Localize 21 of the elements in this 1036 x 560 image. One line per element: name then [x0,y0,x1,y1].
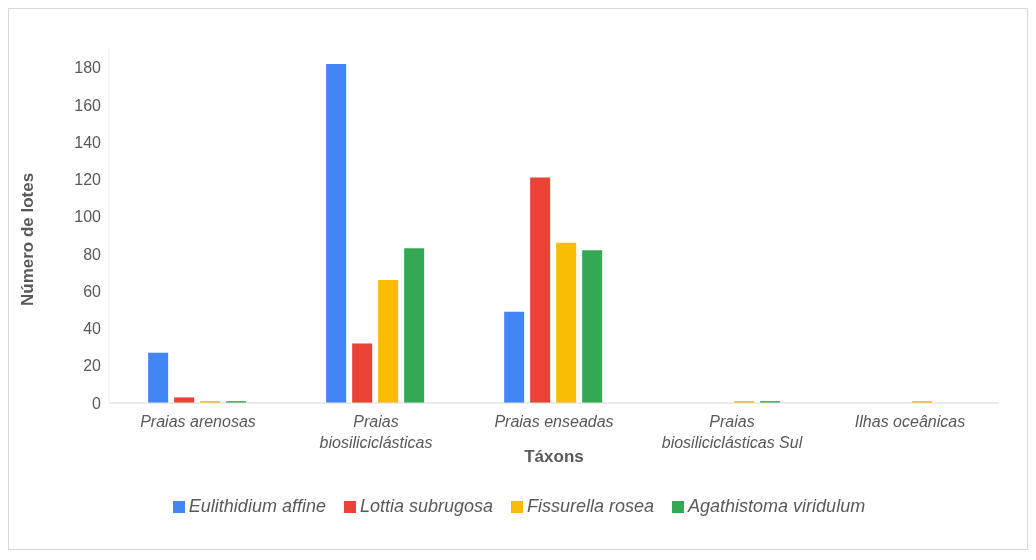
y-tick-label: 140 [74,133,102,151]
legend-label: Eulithidium affine [188,496,326,517]
legend-label: Agathistoma viridulum [688,496,866,517]
y-tick-label: 100 [74,208,102,226]
y-tick-label: 160 [74,96,102,114]
y-tick-label: 40 [83,320,102,338]
x-tick-label: Ilhas oceânicas [854,413,966,430]
x-tick-label: Praias biosiliciclásticas Sul [661,413,803,451]
x-tick-label: Praias enseadas [494,413,614,430]
x-tick-label: Praias arenosas [140,413,256,430]
y-tick-label: 120 [74,171,102,189]
legend-label: Fissurella rosea [527,496,655,517]
y-axis-title: Número de lotes [18,172,38,306]
x-tick-label: Praias biosiliciclásticas [319,413,433,451]
y-tick-label: 180 [74,59,102,77]
y-tick-label: 60 [83,282,102,300]
y-tick-label: 20 [83,357,102,375]
y-tick-label: 80 [83,245,102,263]
legend-label: Lottia subrugosa [359,496,494,517]
x-axis-title: Táxons [524,447,584,466]
y-tick-label: 0 [92,394,102,412]
